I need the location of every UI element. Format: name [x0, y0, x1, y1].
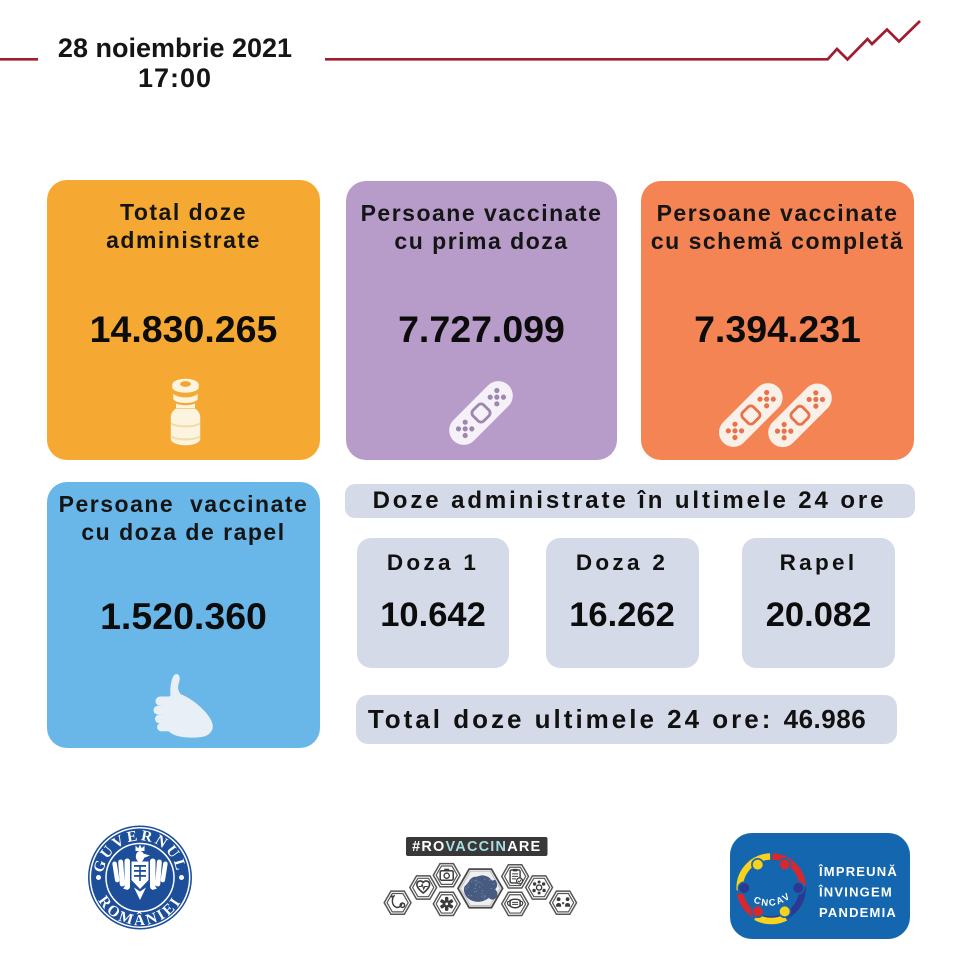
- svg-text:ÎNVINGEM: ÎNVINGEM: [818, 885, 893, 900]
- svg-text:#ROVACCINARE: #ROVACCINARE: [412, 839, 541, 855]
- svg-text:PANDEMIA: PANDEMIA: [819, 905, 897, 920]
- svg-text:ÎMPREUNĂ: ÎMPREUNĂ: [818, 864, 898, 879]
